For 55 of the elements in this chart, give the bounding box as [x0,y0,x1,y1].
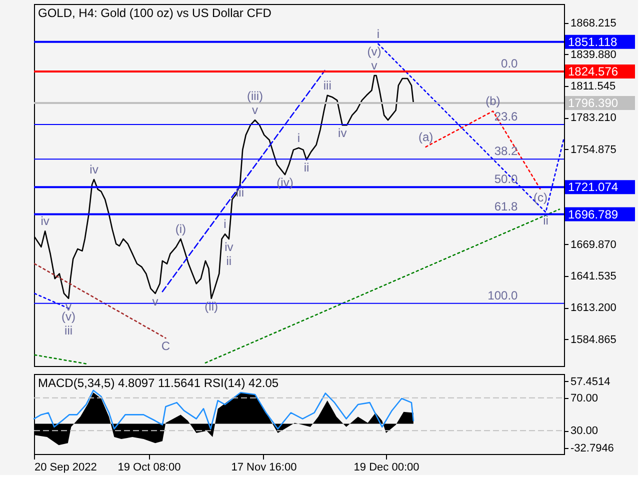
y-tick-label: 1754.875 [570,144,616,156]
y-tick-label: 1868.215 [570,17,616,30]
ref-line-label: 1824.576 [568,64,618,79]
ref-line-label: 1796.390 [568,96,618,110]
annotation: v [371,58,378,73]
annotation: iv [40,214,50,228]
y-tick-label: -32.7946 [570,442,614,454]
annotation: 61.8 [494,199,518,214]
y-tick-label: 1669.870 [570,238,616,251]
annotation: C [161,339,170,354]
annotation: i [224,217,226,232]
y-tick-label: 1641.535 [570,270,616,283]
annotation: 23.6 [494,110,518,124]
y-tick-label: 57.4514 [570,376,610,388]
x-tick-label: 17 Nov 16:00 [231,462,297,474]
annotation: iv [338,126,347,140]
annotation: iv [90,162,98,177]
annotation: iii [323,78,332,92]
annotation: (i) [175,222,186,236]
y-tick-label: 1613.200 [570,302,616,314]
annotation: ii [226,254,232,268]
y-tick-label: 1584.865 [570,334,616,346]
y-tick-label: 1839.880 [570,48,616,61]
annotation: iv [224,240,234,254]
annotation: (a) [418,130,434,144]
annotation: iii [64,323,73,338]
annotation: (iii) [246,89,263,104]
line-series [33,390,414,430]
chart-title: MACD(5,34,5) 4.8097 11.5641 RSI(14) 42.05 [38,376,279,390]
ref-line-label: 1851.118 [568,34,618,49]
annotation: 38.2 [494,144,518,158]
annotation: v [252,103,258,118]
annotation: (v) [367,44,382,59]
y2-tick-label: 70.00 [570,392,598,404]
annotation: ii [304,160,310,175]
chart-title: GOLD, H4: Gold (100 oz) vs US Dollar CFD [38,6,272,20]
annotation: 0.0 [501,56,518,71]
x-tick-label: 19 Dec 00:00 [354,462,420,474]
annotation: (ii) [204,299,218,314]
annotation: (c) [534,190,548,204]
annotation: 100.0 [488,288,518,302]
x-tick-label: 20 Sep 2022 [34,462,97,474]
annotation: i [297,130,300,145]
annotation: ii [543,213,548,228]
x-tick-label: 19 Oct 08:00 [118,462,181,474]
annotation: 50.0 [494,172,518,186]
y-tick-label: 1811.545 [570,80,616,93]
y-tick-label: 1783.210 [570,112,616,124]
annotation: (iv) [276,176,294,190]
annotation: (b) [486,94,500,108]
annotation: i [376,26,380,41]
ref-line-label: 1721.074 [568,180,618,194]
y2-tick-label: 30.00 [570,425,598,438]
annotation: iii [236,186,244,200]
ref-line-label: 1696.789 [568,207,618,222]
